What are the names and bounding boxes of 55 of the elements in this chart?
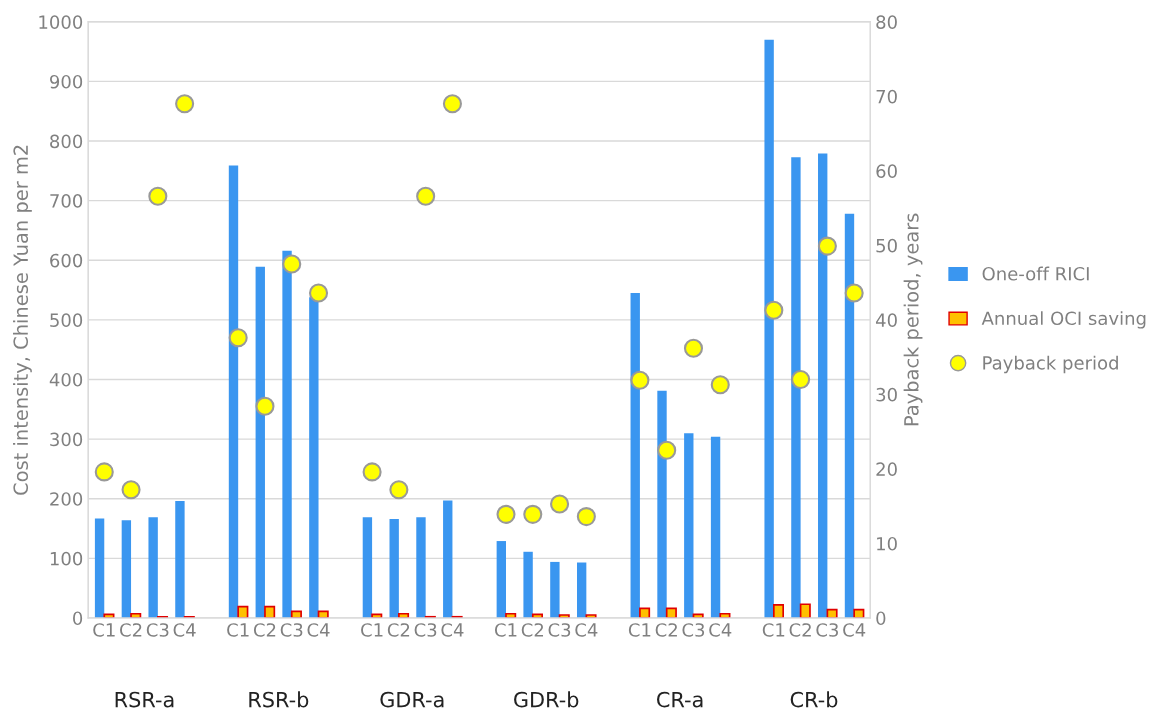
x-tick-label: C4	[709, 623, 732, 637]
y-tick-label: 100	[50, 551, 83, 566]
y2-tick-label: 20	[876, 462, 897, 477]
x-tick-label: C3	[682, 623, 705, 637]
text: GDR-b	[514, 691, 579, 708]
y2-tick-label: 0	[876, 611, 886, 626]
y-tick-label: 800	[50, 134, 83, 149]
y2-axis-title: Payback period, years	[903, 213, 923, 426]
x-tick-label: C2	[253, 623, 276, 637]
x-tick-label: C3	[548, 623, 571, 637]
x-tick-label: C1	[494, 623, 517, 637]
y2-tick-label: 10	[877, 536, 897, 551]
y2-tick-label: 30	[876, 387, 897, 402]
y-tick-label: 0	[73, 611, 83, 626]
x-tick-label: C3	[414, 623, 437, 637]
y-tick-label: 400	[49, 372, 83, 387]
y-tick-label: 700	[50, 194, 83, 208]
y2-tick-label: 70	[876, 89, 897, 104]
y2-tick-label: 40	[875, 313, 897, 327]
y-tick-label: 600	[50, 253, 83, 268]
x-tick-label: C1	[762, 623, 785, 637]
x-tick-label: C1	[628, 623, 651, 637]
x-tick-label: C4	[173, 623, 196, 637]
y-tick-label: 1000	[39, 15, 83, 29]
x-tick-label: C3	[280, 623, 303, 637]
text: RSR-a	[115, 691, 174, 708]
x-tick-label: C4	[441, 623, 464, 637]
y-axis-title: Cost intensity, Chinese Yuan per m2	[13, 145, 32, 495]
legend-label: Annual OCI saving	[981, 311, 1146, 329]
x-tick-label: C1	[93, 623, 115, 637]
y-tick-label: 200	[50, 492, 83, 506]
x-tick-label: C1	[361, 623, 383, 637]
x-tick-label: C4	[575, 623, 598, 637]
text: CR-b	[790, 691, 838, 708]
x-tick-label: C4	[307, 623, 330, 637]
x-tick-label: C2	[789, 623, 811, 637]
x-tick-label: C3	[146, 623, 169, 637]
x-tick-label: C2	[655, 623, 677, 637]
legend-label: Payback period	[983, 355, 1118, 374]
legend-label: One-off RICI	[982, 266, 1089, 281]
y-tick-label: 900	[50, 74, 83, 89]
x-tick-label: C3	[816, 623, 838, 637]
y-tick-label: 500	[50, 313, 83, 327]
y2-tick-label: 80	[876, 15, 897, 29]
x-tick-label: C2	[521, 623, 544, 637]
y-tick-label: 300	[50, 432, 83, 447]
text: GDR-a	[380, 691, 444, 708]
text: CR-a	[657, 691, 703, 708]
x-tick-label: C4	[843, 623, 866, 637]
x-tick-label: C1	[227, 623, 249, 637]
x-tick-label: C2	[120, 623, 142, 637]
x-tick-label: C2	[387, 623, 410, 637]
text: RSR-b	[249, 691, 309, 708]
y2-tick-label: 50	[876, 238, 897, 253]
y2-tick-label: 60	[876, 164, 897, 178]
